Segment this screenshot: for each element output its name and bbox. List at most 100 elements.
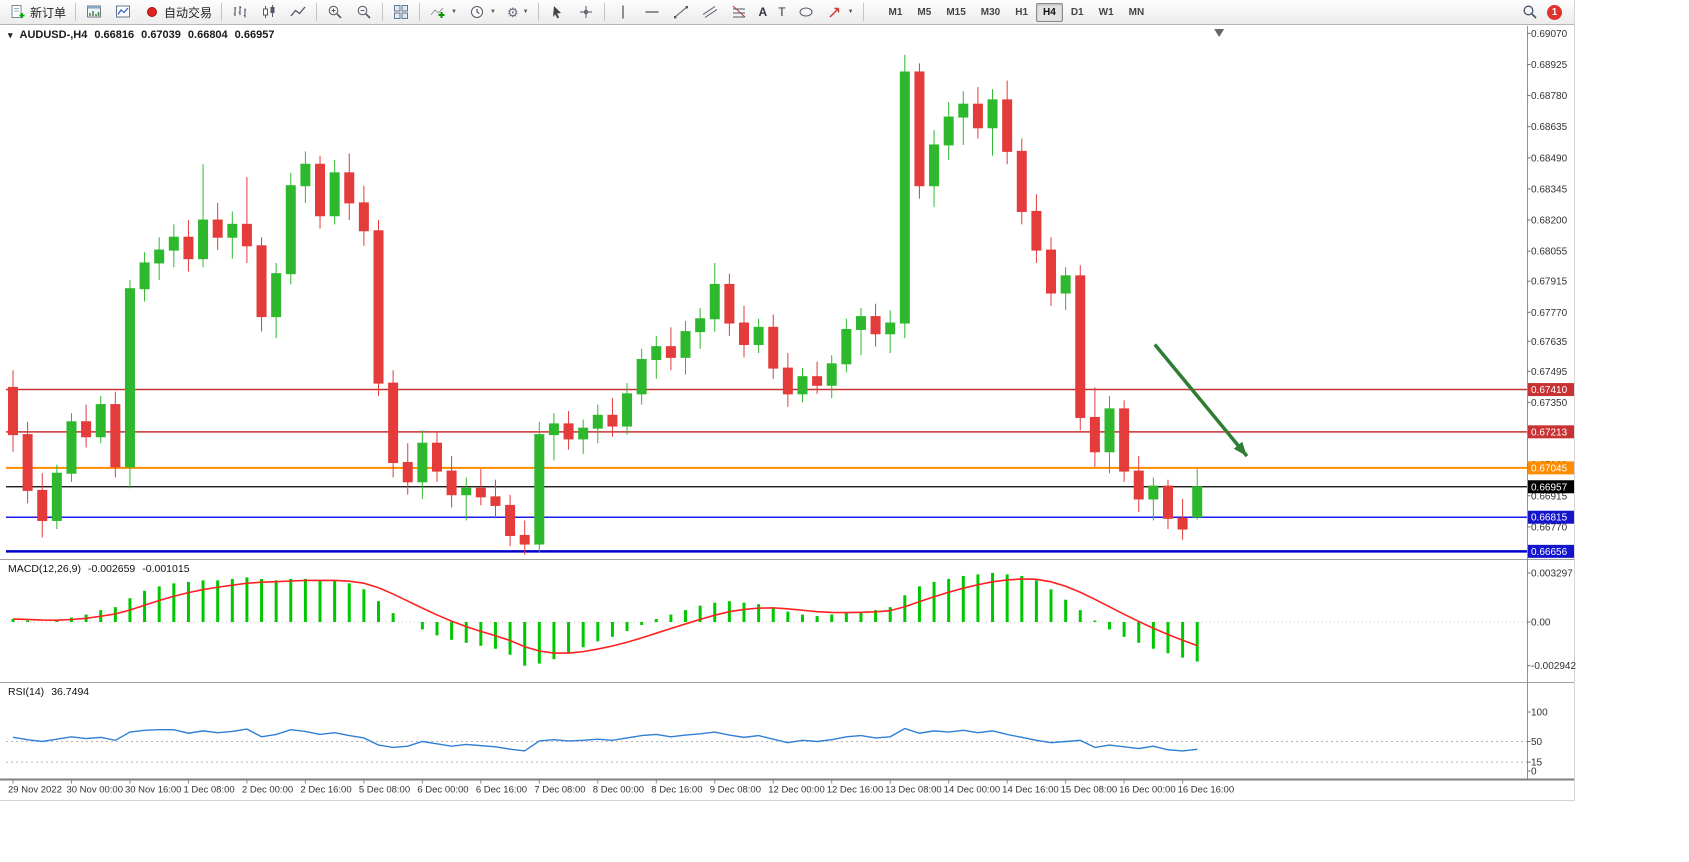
time-tick-label: 16 Dec 00:00 [1119,785,1176,796]
time-tick-label: 2 Dec 00:00 [242,785,293,796]
time-tick-label: 1 Dec 08:00 [183,785,234,796]
market-watch-button[interactable] [109,1,137,23]
tile-windows-button[interactable] [387,1,415,23]
trend-arrow-head[interactable] [1233,441,1247,457]
candle-body [812,376,823,386]
candlestick-chart-type-button[interactable] [255,1,283,23]
candle-body [154,249,165,264]
candle-body [1133,470,1144,500]
candle-body [987,99,998,129]
fibonacci-tool-button[interactable] [725,1,753,23]
line-chart-type-button[interactable] [284,1,312,23]
price-axis[interactable]: 0.69070 0.68925 0.68780 0.68635 0.68490 0.683… [1527,29,1568,534]
time-tick-label: 16 Dec 16:00 [1178,785,1235,796]
chart-menu-icon[interactable]: ▾ [8,29,13,40]
timeframe-button-d1[interactable]: D1 [1070,6,1084,18]
main-toolbar: 新订单 自动交易 [0,0,1574,25]
toolbar-separator [382,3,384,21]
templates-button[interactable]: ⚙ ▼ [502,1,534,23]
candle-body [534,434,545,545]
time-tick-label: 13 Dec 08:00 [885,785,942,796]
candle-body [870,316,881,335]
macd-value: -0.002659 [87,563,136,575]
timeframe-button-m1[interactable]: M1 [888,6,903,18]
candle-body [227,223,238,238]
horizontal-line-tool-button[interactable] [638,1,666,23]
candle-body [753,326,764,345]
candle-body [797,376,808,395]
chart-canvas[interactable]: 0.69070 0.68925 0.68780 0.68635 0.68490 0.683… [0,0,1689,800]
price-tick-label: 0.67915 [1531,277,1568,288]
timeframe-button-h4[interactable]: H4 [1036,2,1063,22]
ellipse-shape-icon [797,3,815,21]
timeframe-button-m5[interactable]: M5 [917,6,932,18]
price-tick-label: 0.69070 [1531,29,1568,40]
price-tick-label: 0.68345 [1531,184,1568,195]
chart-windows-button[interactable] [80,1,108,23]
zoom-out-button[interactable] [350,1,378,23]
auto-trading-button[interactable]: 自动交易 [138,1,217,23]
zoom-in-button[interactable] [321,1,349,23]
timeframe-button-h1[interactable]: H1 [1015,6,1029,18]
price-tick-label: 0.66770 [1531,522,1568,533]
indicators-button[interactable]: ▼ [424,1,462,23]
add-indicator-icon [429,3,447,21]
price-badges: 0.67410 0.67213 0.67045 0.66957 0.66815 0.666… [1528,383,1574,558]
time-tick-label: 6 Dec 16:00 [476,785,527,796]
candle-body [300,163,311,187]
toolbar-separator [419,3,421,21]
candle-body [1002,99,1013,152]
rsi-axis[interactable]: 100 50 150 [1527,708,1548,778]
bar-chart-type-button[interactable] [226,1,254,23]
candle-body [1031,210,1042,251]
timeframe-button-m30[interactable]: M30 [980,6,1001,18]
search-icon[interactable] [1521,3,1539,21]
trend-arrow[interactable] [1153,343,1249,458]
cursor-tool-button[interactable] [543,1,571,23]
macd-name: MACD(12,26,9) [8,563,81,575]
channel-tool-button[interactable] [696,1,724,23]
candle-body [81,421,92,438]
price-tick-label: 0.67350 [1531,398,1568,409]
chart-ohlc-header: ▾ AUDUSD-,H4 0.66816 0.67039 0.66804 0.6… [8,29,274,41]
trendline-icon [672,3,690,21]
candle-body [1060,275,1071,294]
notification-badge[interactable]: 1 [1547,4,1562,20]
toolbar-separator [221,3,223,21]
time-tick-label: 30 Nov 00:00 [66,785,123,796]
trendline-tool-button[interactable] [667,1,695,23]
shapes-tool-button[interactable] [792,1,820,23]
price-tick-label: 0.67495 [1531,367,1568,378]
timeframe-button-mn[interactable]: MN [1128,6,1145,18]
mt4-window: 0.69070 0.68925 0.68780 0.68635 0.68490 0.683… [0,0,1576,801]
candle-body [622,393,633,427]
macd-tick-label: 0.003297 [1531,569,1573,580]
candle-body [943,116,954,146]
candle-body [929,144,940,187]
timeframe-button-w1[interactable]: W1 [1098,6,1114,18]
candle-body [271,273,282,318]
toolbar-separator [537,3,539,21]
candle-body [680,331,691,358]
indicator-level-lines [6,621,1527,763]
crosshair-tool-button[interactable] [572,1,600,23]
periods-button[interactable]: ▼ [463,1,501,23]
price-badge [1528,480,1574,494]
candle-body [475,487,486,498]
macd-axis[interactable]: 0.003297 0.00 -0.002942 [1527,569,1576,673]
arrows-tool-button[interactable]: ▼ [821,1,859,23]
candle-body [651,346,662,361]
new-order-button[interactable]: 新订单 [4,1,71,23]
vertical-line-tool-button[interactable] [609,1,637,23]
chart-shift-marker[interactable] [1214,29,1225,37]
rsi-tick-label: 50 [1531,737,1543,748]
candle-body [358,202,369,232]
text-label-tool-button[interactable]: T [773,1,790,23]
timeframe-button-m15[interactable]: M15 [946,6,966,18]
candle-body [695,318,706,333]
time-axis[interactable]: 29 Nov 2022 30 Nov 00:00 30 Nov 16:00 1 Dec… [8,780,1234,796]
price-tick-label: 0.68490 [1531,153,1568,164]
text-tool-button[interactable]: A [754,1,773,23]
rsi-label: RSI(14) 36.7494 [8,686,89,698]
price-badge-label: 0.67045 [1531,463,1568,474]
